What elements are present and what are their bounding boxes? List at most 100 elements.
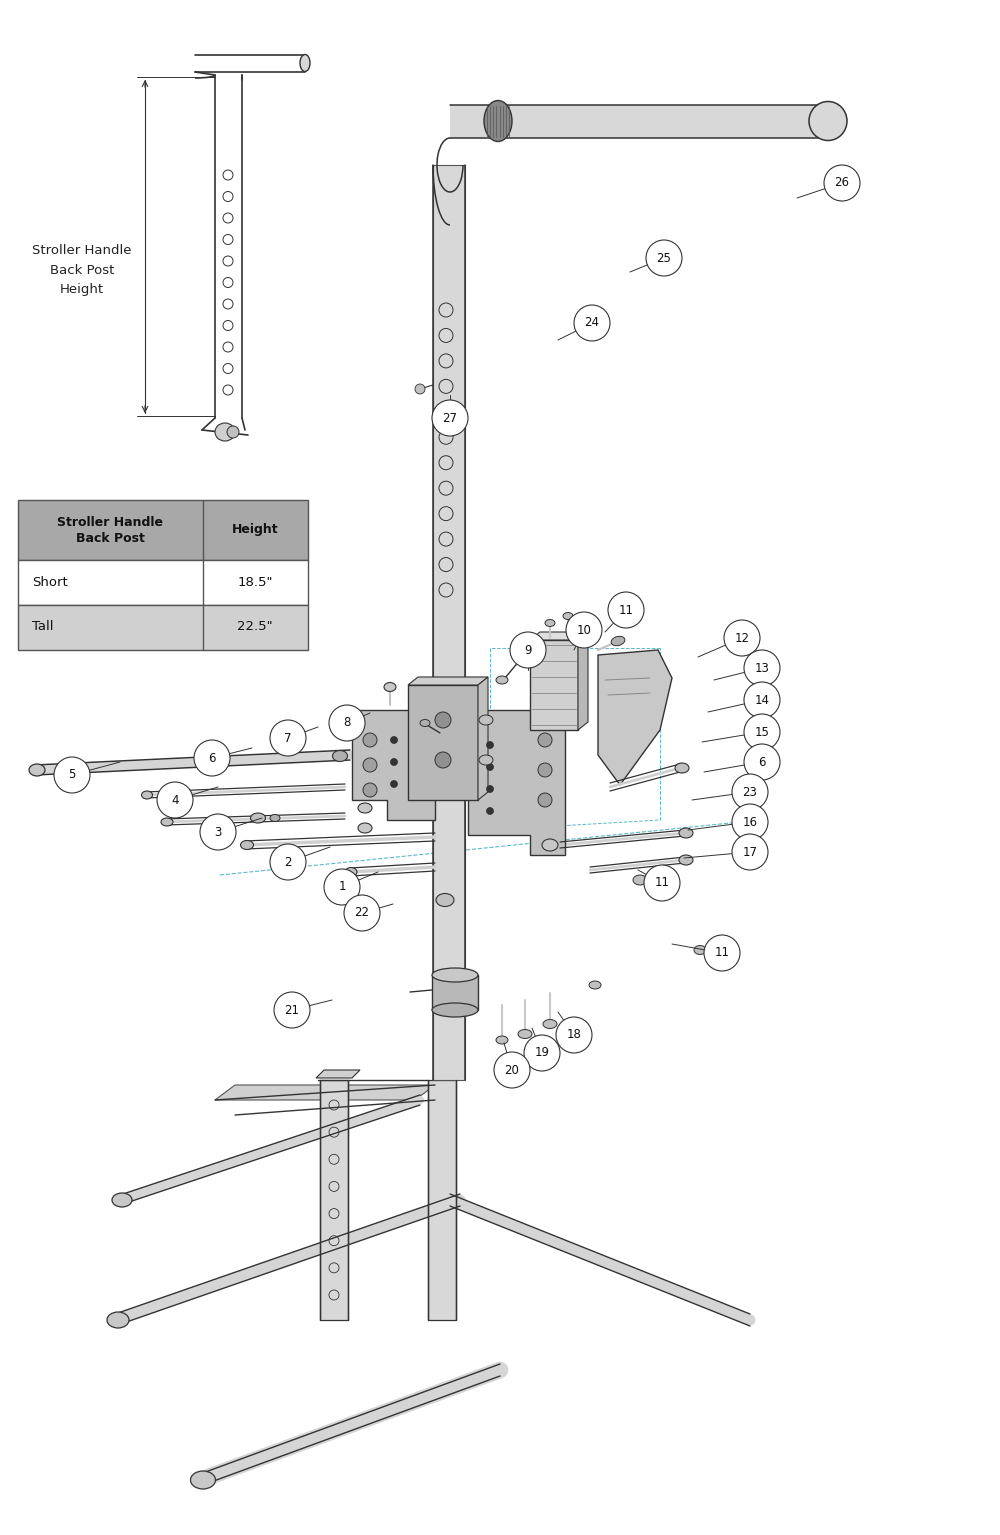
Text: 17: 17 [742,846,758,858]
Circle shape [732,804,768,840]
Circle shape [270,844,306,880]
Circle shape [704,935,740,972]
Text: 4: 4 [171,794,179,806]
Circle shape [574,305,610,341]
Ellipse shape [633,875,647,886]
Circle shape [270,720,306,757]
Text: 19: 19 [534,1047,550,1059]
Circle shape [194,740,230,777]
Ellipse shape [436,893,454,907]
Polygon shape [530,640,578,731]
Text: 13: 13 [755,662,769,674]
Ellipse shape [496,1036,508,1044]
Circle shape [744,682,780,718]
Text: 11: 11 [654,876,670,889]
Text: 11: 11 [618,603,634,617]
Circle shape [732,774,768,810]
Polygon shape [352,711,435,820]
Ellipse shape [679,827,693,838]
Circle shape [486,786,494,792]
Ellipse shape [384,683,396,691]
Text: 18.5": 18.5" [237,576,273,588]
Ellipse shape [215,424,235,441]
Circle shape [363,758,377,772]
Polygon shape [530,632,588,640]
Ellipse shape [484,100,512,141]
Text: 22: 22 [354,907,370,919]
Circle shape [744,649,780,686]
Polygon shape [578,632,588,731]
Circle shape [556,1018,592,1053]
Ellipse shape [358,823,372,834]
Circle shape [486,807,494,815]
Ellipse shape [675,763,689,774]
Ellipse shape [809,101,847,141]
Ellipse shape [694,946,706,955]
Text: 24: 24 [584,316,600,330]
Ellipse shape [542,840,558,850]
Text: 12: 12 [734,631,750,645]
Text: 20: 20 [505,1064,519,1076]
Polygon shape [598,649,672,784]
Circle shape [363,783,377,797]
FancyBboxPatch shape [18,605,308,649]
Circle shape [329,705,365,741]
Circle shape [390,758,398,766]
Circle shape [435,752,451,768]
Circle shape [566,612,602,648]
Circle shape [432,401,468,436]
Ellipse shape [107,1312,129,1328]
Text: 9: 9 [524,643,532,657]
Ellipse shape [161,818,173,826]
Ellipse shape [611,637,625,646]
Circle shape [732,834,768,870]
Ellipse shape [589,981,601,989]
Text: 14: 14 [755,694,770,706]
Ellipse shape [250,814,266,823]
Ellipse shape [563,612,573,620]
Polygon shape [215,1085,435,1101]
Text: Tall: Tall [32,620,54,634]
Text: 6: 6 [758,755,766,769]
Ellipse shape [479,755,493,764]
Polygon shape [320,1081,348,1320]
Circle shape [54,757,90,794]
Circle shape [324,869,360,906]
Text: 3: 3 [214,826,222,838]
Circle shape [274,992,310,1028]
Text: 27: 27 [442,411,458,425]
Text: 22.5": 22.5" [237,620,273,634]
Circle shape [486,741,494,749]
Text: 11: 11 [714,947,730,959]
Text: Stroller Handle
Back Post
Height: Stroller Handle Back Post Height [32,244,132,296]
Ellipse shape [545,620,555,626]
Polygon shape [408,685,478,800]
FancyBboxPatch shape [18,500,308,560]
Ellipse shape [345,867,357,876]
Ellipse shape [190,1471,216,1489]
Polygon shape [450,104,828,138]
Circle shape [538,763,552,777]
Ellipse shape [270,815,280,821]
Circle shape [227,427,239,437]
Circle shape [344,895,380,932]
Ellipse shape [479,715,493,725]
Text: 26: 26 [834,177,850,189]
Circle shape [510,632,546,668]
Ellipse shape [432,1002,478,1018]
Text: 25: 25 [657,252,671,264]
Ellipse shape [543,1019,557,1028]
Circle shape [524,1035,560,1071]
Polygon shape [478,677,488,800]
Ellipse shape [358,803,372,814]
Text: Short: Short [32,576,68,588]
Text: 6: 6 [208,752,216,764]
Circle shape [390,780,398,787]
Ellipse shape [420,720,430,726]
Text: 1: 1 [338,881,346,893]
Circle shape [494,1051,530,1088]
Text: 16: 16 [742,815,758,829]
Circle shape [486,763,494,771]
Circle shape [415,384,425,394]
Circle shape [363,734,377,748]
